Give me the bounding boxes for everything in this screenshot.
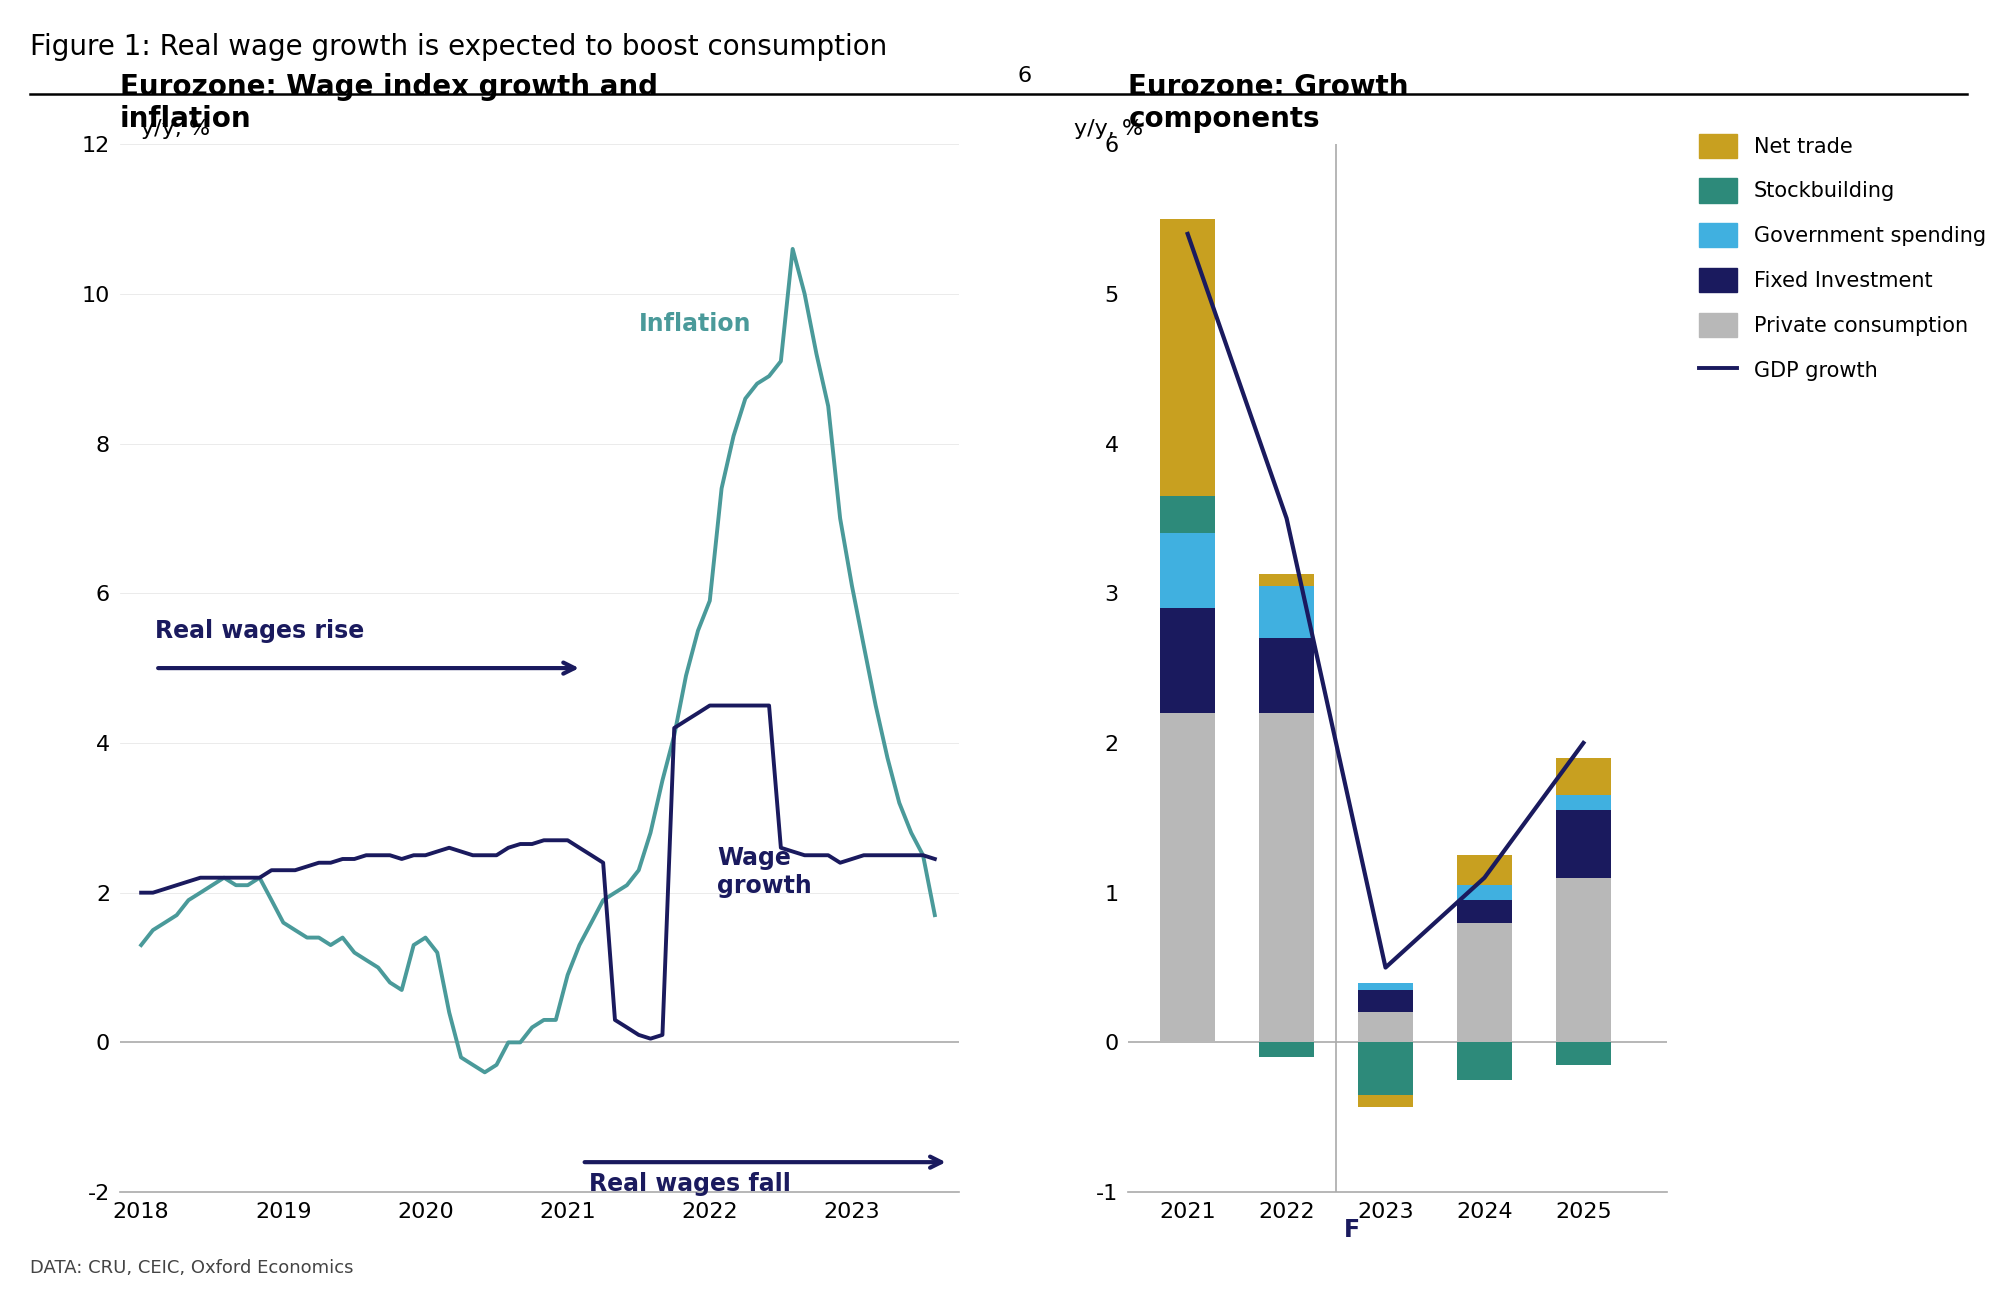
Bar [1556, 811, 1612, 878]
Text: Eurozone: Wage index growth and
inflation: Eurozone: Wage index growth and inflatio… [120, 73, 657, 134]
Text: Real wages rise: Real wages rise [156, 620, 365, 643]
Bar [1556, 878, 1612, 1043]
Text: F: F [1344, 1218, 1360, 1242]
Bar [1160, 713, 1214, 1043]
Text: Figure 1: Real wage growth is expected to boost consumption: Figure 1: Real wage growth is expected t… [30, 33, 887, 60]
Text: Inflation: Inflation [639, 312, 751, 337]
Text: y/y, %: y/y, % [1074, 119, 1144, 139]
Text: DATA: CRU, CEIC, Oxford Economics: DATA: CRU, CEIC, Oxford Economics [30, 1259, 353, 1277]
Bar [1260, 574, 1314, 586]
Bar [1160, 219, 1214, 496]
Bar [1358, 990, 1412, 1013]
Bar [1556, 795, 1612, 811]
Bar [1160, 496, 1214, 533]
Legend: Net trade, Stockbuilding, Government spending, Fixed Investment, Private consump: Net trade, Stockbuilding, Government spe… [1699, 134, 1985, 383]
Bar [1160, 608, 1214, 713]
Bar [1458, 855, 1512, 886]
Bar [1358, 982, 1412, 990]
Bar [1556, 758, 1612, 795]
Bar [1260, 638, 1314, 713]
Bar [1458, 900, 1512, 922]
Bar [1358, 1095, 1412, 1107]
Text: 6: 6 [1016, 67, 1030, 86]
Bar [1556, 1043, 1612, 1065]
Text: Eurozone: Growth
components: Eurozone: Growth components [1128, 73, 1408, 134]
Bar [1160, 533, 1214, 608]
Text: Real wages fall: Real wages fall [589, 1171, 791, 1196]
Bar [1260, 713, 1314, 1043]
Bar [1358, 1013, 1412, 1043]
Bar [1458, 886, 1512, 900]
Bar [1260, 1043, 1314, 1057]
Bar [1358, 1043, 1412, 1095]
Bar [1260, 586, 1314, 638]
Text: y/y, %: y/y, % [140, 119, 210, 139]
Text: Wage
growth: Wage growth [717, 846, 811, 897]
Bar [1458, 922, 1512, 1043]
Bar [1458, 1043, 1512, 1079]
